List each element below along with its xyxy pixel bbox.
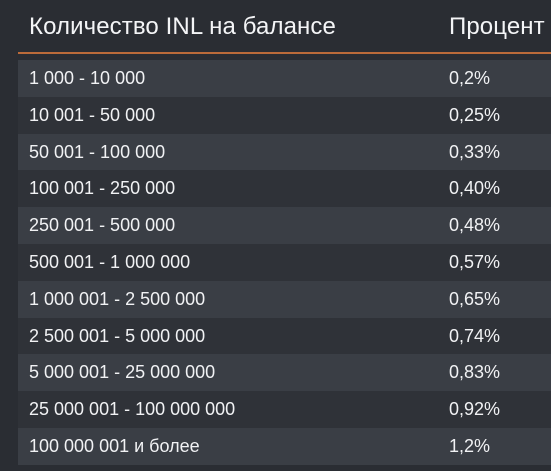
percent-cell: 0,83%: [449, 362, 501, 383]
table-row: 10 001 - 50 000 0,25%: [18, 96, 551, 134]
percent-cell: 0,2%: [449, 68, 491, 88]
percent-cell: 0,57%: [449, 251, 501, 272]
amount-cell: 100 000 001 и более: [29, 435, 200, 456]
percent-cell: 0,92%: [449, 399, 501, 420]
table-row: 2 500 001 - 5 000 000 0,74%: [18, 317, 551, 355]
amount-cell: 10 001 - 50 000: [29, 104, 156, 125]
percent-cell: 0,40%: [449, 178, 501, 199]
percent-cell: 0,65%: [449, 288, 501, 309]
amount-cell: 1 000 - 10 000: [29, 68, 146, 88]
table-row: 1 000 001 - 2 500 000 0,65%: [18, 280, 551, 318]
percent-cell: 0,25%: [449, 104, 501, 125]
amount-cell: 2 500 001 - 5 000 000: [29, 325, 206, 346]
table-row: 500 001 - 1 000 000 0,57%: [18, 243, 551, 281]
percent-cell: 0,74%: [449, 325, 501, 346]
table-row: 50 001 - 100 000 0,33%: [18, 133, 551, 171]
table-row: 1 000 - 10 000 0,2%: [18, 60, 551, 97]
percent-cell: 0,33%: [449, 141, 501, 162]
table-row: 100 000 001 и более 1,2%: [18, 427, 551, 465]
table-row: 250 001 - 500 000 0,48%: [18, 207, 551, 244]
header-percent: Процент: [449, 13, 545, 40]
table-body: 1 000 - 10 000 0,2% 10 001 - 50 000 0,25…: [18, 60, 551, 465]
amount-cell: 5 000 001 - 25 000 000: [29, 362, 216, 383]
amount-cell: 250 001 - 500 000: [29, 215, 176, 236]
amount-cell: 25 000 001 - 100 000 000: [29, 399, 236, 420]
amount-cell: 50 001 - 100 000: [29, 141, 166, 162]
percent-cell: 0,48%: [449, 215, 501, 236]
table-row: 100 001 - 250 000 0,40%: [18, 170, 551, 208]
percent-cell: 1,2%: [449, 435, 491, 456]
amount-cell: 500 001 - 1 000 000: [29, 251, 191, 272]
table-header: Количество INL на балансе Процент: [0, 0, 551, 54]
header-amount: Количество INL на балансе: [29, 13, 336, 40]
amount-cell: 100 001 - 250 000: [29, 178, 176, 199]
table-row: 5 000 001 - 25 000 000 0,83%: [18, 354, 551, 392]
table-row: 25 000 001 - 100 000 000 0,92%: [18, 391, 551, 428]
amount-cell: 1 000 001 - 2 500 000: [29, 288, 206, 309]
